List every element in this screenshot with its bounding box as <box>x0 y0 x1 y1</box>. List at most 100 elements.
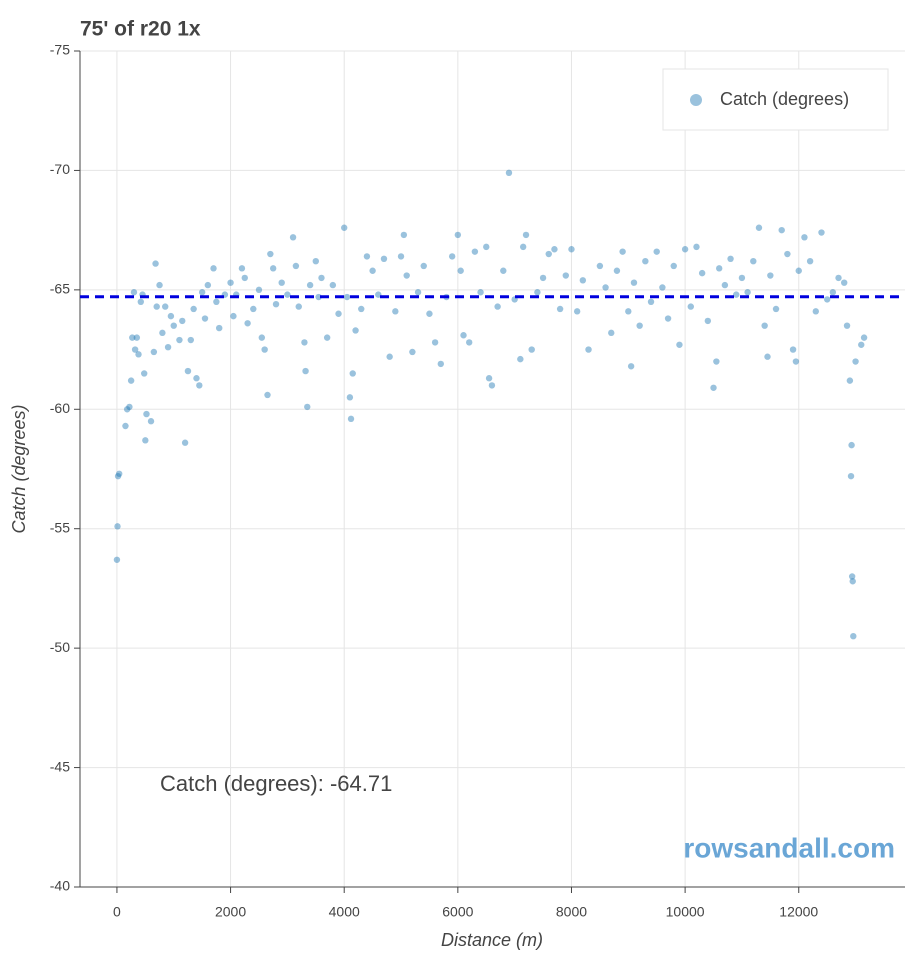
point <box>272 300 280 308</box>
point <box>664 315 672 322</box>
point <box>698 269 706 277</box>
point <box>312 257 319 265</box>
point <box>505 169 513 177</box>
point <box>392 308 399 315</box>
y-tick-label: -65 <box>50 281 70 297</box>
point <box>602 284 609 291</box>
point <box>795 267 802 274</box>
point <box>289 234 297 241</box>
point <box>608 329 615 337</box>
point <box>230 312 237 320</box>
point <box>363 253 371 260</box>
point <box>167 312 175 320</box>
point <box>767 272 774 279</box>
y-tick-label: -75 <box>50 42 70 58</box>
point <box>681 246 689 253</box>
point <box>764 353 771 360</box>
point <box>304 403 311 411</box>
point <box>835 274 842 282</box>
point <box>716 265 723 272</box>
point <box>403 272 410 279</box>
point <box>147 418 155 425</box>
point <box>193 375 200 382</box>
y-tick-label: -45 <box>50 758 70 774</box>
point <box>806 257 814 265</box>
point <box>114 472 122 480</box>
point <box>848 573 856 580</box>
point <box>494 303 501 310</box>
point <box>346 394 354 401</box>
point <box>488 382 496 389</box>
point <box>216 324 223 332</box>
point <box>477 289 484 296</box>
point <box>179 317 186 325</box>
x-tick-label: 0 <box>113 904 121 920</box>
point <box>238 265 246 272</box>
point <box>801 234 808 241</box>
point <box>485 375 493 382</box>
point <box>380 255 388 263</box>
point <box>400 231 408 239</box>
y-tick-label: -60 <box>50 400 70 416</box>
point <box>176 336 183 344</box>
point <box>755 224 763 231</box>
point <box>190 305 197 313</box>
point <box>659 284 666 291</box>
point <box>846 377 854 384</box>
point <box>127 377 135 384</box>
point <box>812 308 819 315</box>
point <box>858 341 865 348</box>
point <box>545 250 552 258</box>
point <box>255 286 263 294</box>
point <box>135 351 142 358</box>
point <box>744 289 751 296</box>
point <box>142 437 149 444</box>
point <box>852 358 859 365</box>
point <box>133 334 141 341</box>
point <box>704 317 712 325</box>
point <box>437 360 444 368</box>
point <box>267 250 274 258</box>
x-axis-label: Distance (m) <box>441 930 543 950</box>
point <box>159 329 166 337</box>
point <box>613 267 621 274</box>
point <box>201 315 209 322</box>
y-tick-label: -50 <box>50 639 70 655</box>
point <box>397 253 405 260</box>
y-axis-label: Catch (degrees) <box>9 404 29 533</box>
point <box>676 341 683 348</box>
y-tick-label: -40 <box>50 878 70 894</box>
x-tick-label: 12000 <box>779 904 818 920</box>
point <box>627 363 635 370</box>
x-tick-label: 6000 <box>442 904 473 920</box>
point <box>670 262 677 270</box>
y-tick-label: -70 <box>50 161 70 177</box>
point <box>448 253 456 260</box>
point <box>302 367 309 375</box>
point <box>522 231 530 239</box>
point <box>761 322 768 329</box>
point <box>187 336 194 344</box>
x-tick-label: 2000 <box>215 904 246 920</box>
point <box>517 355 524 363</box>
point <box>164 343 172 351</box>
point <box>137 298 144 305</box>
point <box>426 310 433 317</box>
point <box>539 274 547 282</box>
point <box>534 289 541 296</box>
point <box>642 257 649 265</box>
point <box>619 248 626 255</box>
point <box>150 348 158 356</box>
point <box>778 226 785 234</box>
x-tick-label: 8000 <box>556 904 587 920</box>
point <box>848 441 855 449</box>
point <box>466 339 473 346</box>
point <box>261 346 268 353</box>
point <box>556 305 564 313</box>
point <box>162 303 169 310</box>
point <box>738 274 746 282</box>
point <box>349 370 356 377</box>
point <box>184 367 192 375</box>
point <box>647 298 655 305</box>
